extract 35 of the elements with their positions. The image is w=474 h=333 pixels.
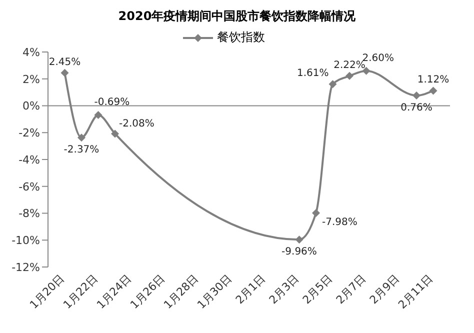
chart-title: 2020年疫情期间中国股市餐饮指数降幅情况 <box>117 8 357 25</box>
point <box>78 134 86 142</box>
data-label: 1.61% <box>296 68 329 80</box>
y-tick-label: -10% <box>12 234 40 248</box>
point <box>295 236 304 244</box>
data-label: 1.12% <box>417 74 450 86</box>
x-tick-label: 2月3日 <box>266 272 302 307</box>
y-tick-label: 4% <box>22 46 40 59</box>
data-label: 0.76% <box>400 102 432 114</box>
data-label: -7.98% <box>322 216 358 228</box>
point <box>362 66 370 75</box>
y-tick-label: -12% <box>12 260 40 274</box>
point <box>429 86 438 95</box>
point <box>111 130 119 138</box>
data-label: -2.08% <box>119 118 154 130</box>
point <box>60 68 69 77</box>
x-tick-label: 2月7日 <box>334 272 368 307</box>
point <box>94 111 102 120</box>
point <box>328 80 337 88</box>
y-tick-label: -4% <box>18 153 40 166</box>
y-tick-label: 0% <box>22 100 40 113</box>
y-tick-label: 2% <box>22 72 40 86</box>
point <box>412 92 420 100</box>
y-tick-label: -8% <box>18 207 40 220</box>
data-label: -2.37% <box>64 144 100 156</box>
legend-label: 餐饮指数 <box>217 29 265 46</box>
point <box>346 72 354 80</box>
y-tick-label: -6% <box>18 180 40 194</box>
y-tick-label: -2% <box>18 126 40 140</box>
x-tick-label: 2月1日 <box>233 272 268 307</box>
point <box>312 208 320 217</box>
data-label: -0.69% <box>94 97 130 108</box>
x-tick-label: 2月5日 <box>300 272 335 307</box>
data-label: -9.96% <box>282 246 317 258</box>
data-label: 2.45% <box>48 56 81 68</box>
